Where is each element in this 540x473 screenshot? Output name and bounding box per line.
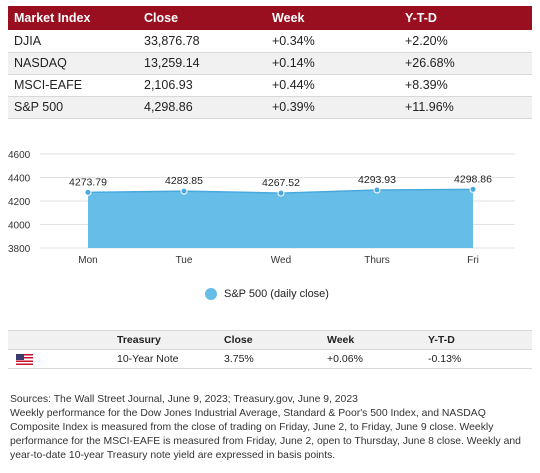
index-ytd: +8.39% <box>399 74 532 97</box>
index-ytd: +11.96% <box>399 96 532 119</box>
index-name: NASDAQ <box>8 52 138 75</box>
legend-swatch <box>205 288 217 300</box>
index-week: +0.34% <box>266 30 399 53</box>
index-ytd: +2.20% <box>399 30 532 53</box>
us-flag-icon <box>16 353 33 365</box>
index-week: +0.44% <box>266 74 399 97</box>
index-close: 33,876.78 <box>138 30 266 53</box>
index-close: 4,298.86 <box>138 96 266 119</box>
y-tick-label: 4600 <box>8 150 31 161</box>
table-row: DJIA 33,876.78 +0.34% +2.20% <box>8 30 532 53</box>
market-index-table: Market Index Close Week Y-T-D DJIA 33,87… <box>8 6 532 119</box>
treasury-name: 10-Year Note <box>113 349 220 369</box>
chart-legend[interactable]: S&P 500 (daily close) <box>205 288 329 300</box>
y-tick-label: 3800 <box>8 244 31 255</box>
x-tick-label: Wed <box>271 255 291 266</box>
header-market-index: Market Index <box>8 6 138 30</box>
treasury-header-row: Treasury Close Week Y-T-D <box>8 330 532 350</box>
data-point <box>469 185 477 193</box>
header-close: Close <box>138 6 266 30</box>
index-ytd: +26.68% <box>399 52 532 75</box>
header-close: Close <box>220 330 323 350</box>
index-name: S&P 500 <box>8 96 138 119</box>
data-point <box>373 186 381 194</box>
data-label: 4267.52 <box>262 177 300 189</box>
data-point <box>180 187 188 195</box>
source-notes: Sources: The Wall Street Journal, June 9… <box>10 393 535 463</box>
treasury-week: +0.06% <box>323 349 424 369</box>
treasury-ytd: -0.13% <box>424 349 532 369</box>
header-week: Week <box>323 330 424 350</box>
treasury-table: Treasury Close Week Y-T-D 10-Year Note 3… <box>8 330 532 369</box>
header-week: Week <box>266 6 399 30</box>
x-tick-label: Fri <box>467 255 479 266</box>
y-tick-label: 4400 <box>8 174 31 185</box>
header-ytd: Y-T-D <box>399 6 532 30</box>
flag-cell <box>8 349 113 369</box>
x-tick-label: Mon <box>78 255 97 266</box>
sources-line: Sources: The Wall Street Journal, June 9… <box>10 394 358 405</box>
index-close: 2,106.93 <box>138 74 266 97</box>
index-week: +0.39% <box>266 96 399 119</box>
data-point <box>277 189 285 197</box>
x-tick-label: Thurs <box>364 255 390 266</box>
data-point <box>84 188 92 196</box>
methodology-note: Weekly performance for the Dow Jones Ind… <box>10 408 521 461</box>
index-week: +0.14% <box>266 52 399 75</box>
y-tick-label: 4200 <box>8 197 31 208</box>
series-area <box>88 189 473 248</box>
y-tick-label: 4000 <box>8 221 31 232</box>
table-row: NASDAQ 13,259.14 +0.14% +26.68% <box>8 52 532 75</box>
sp500-area-chart: 3800 4000 4200 4400 4600 4273.79 4283.85 4267.5… <box>8 150 515 266</box>
header-ytd: Y-T-D <box>424 330 532 350</box>
table-row: MSCI-EAFE 2,106.93 +0.44% +8.39% <box>8 74 532 97</box>
treasury-close: 3.75% <box>220 349 323 369</box>
data-label: 4283.85 <box>165 175 203 187</box>
data-label: 4273.79 <box>69 176 107 188</box>
data-label: 4298.86 <box>454 173 492 185</box>
header-treasury: Treasury <box>113 330 220 350</box>
index-name: MSCI-EAFE <box>8 74 138 97</box>
legend-label: S&P 500 (daily close) <box>224 288 329 300</box>
market-table-header-row: Market Index Close Week Y-T-D <box>8 6 532 30</box>
header-flag <box>8 330 113 350</box>
table-row: S&P 500 4,298.86 +0.39% +11.96% <box>8 96 532 119</box>
index-name: DJIA <box>8 30 138 53</box>
x-tick-label: Tue <box>176 255 193 266</box>
index-close: 13,259.14 <box>138 52 266 75</box>
data-label: 4293.93 <box>358 174 396 186</box>
table-row: 10-Year Note 3.75% +0.06% -0.13% <box>8 349 532 369</box>
